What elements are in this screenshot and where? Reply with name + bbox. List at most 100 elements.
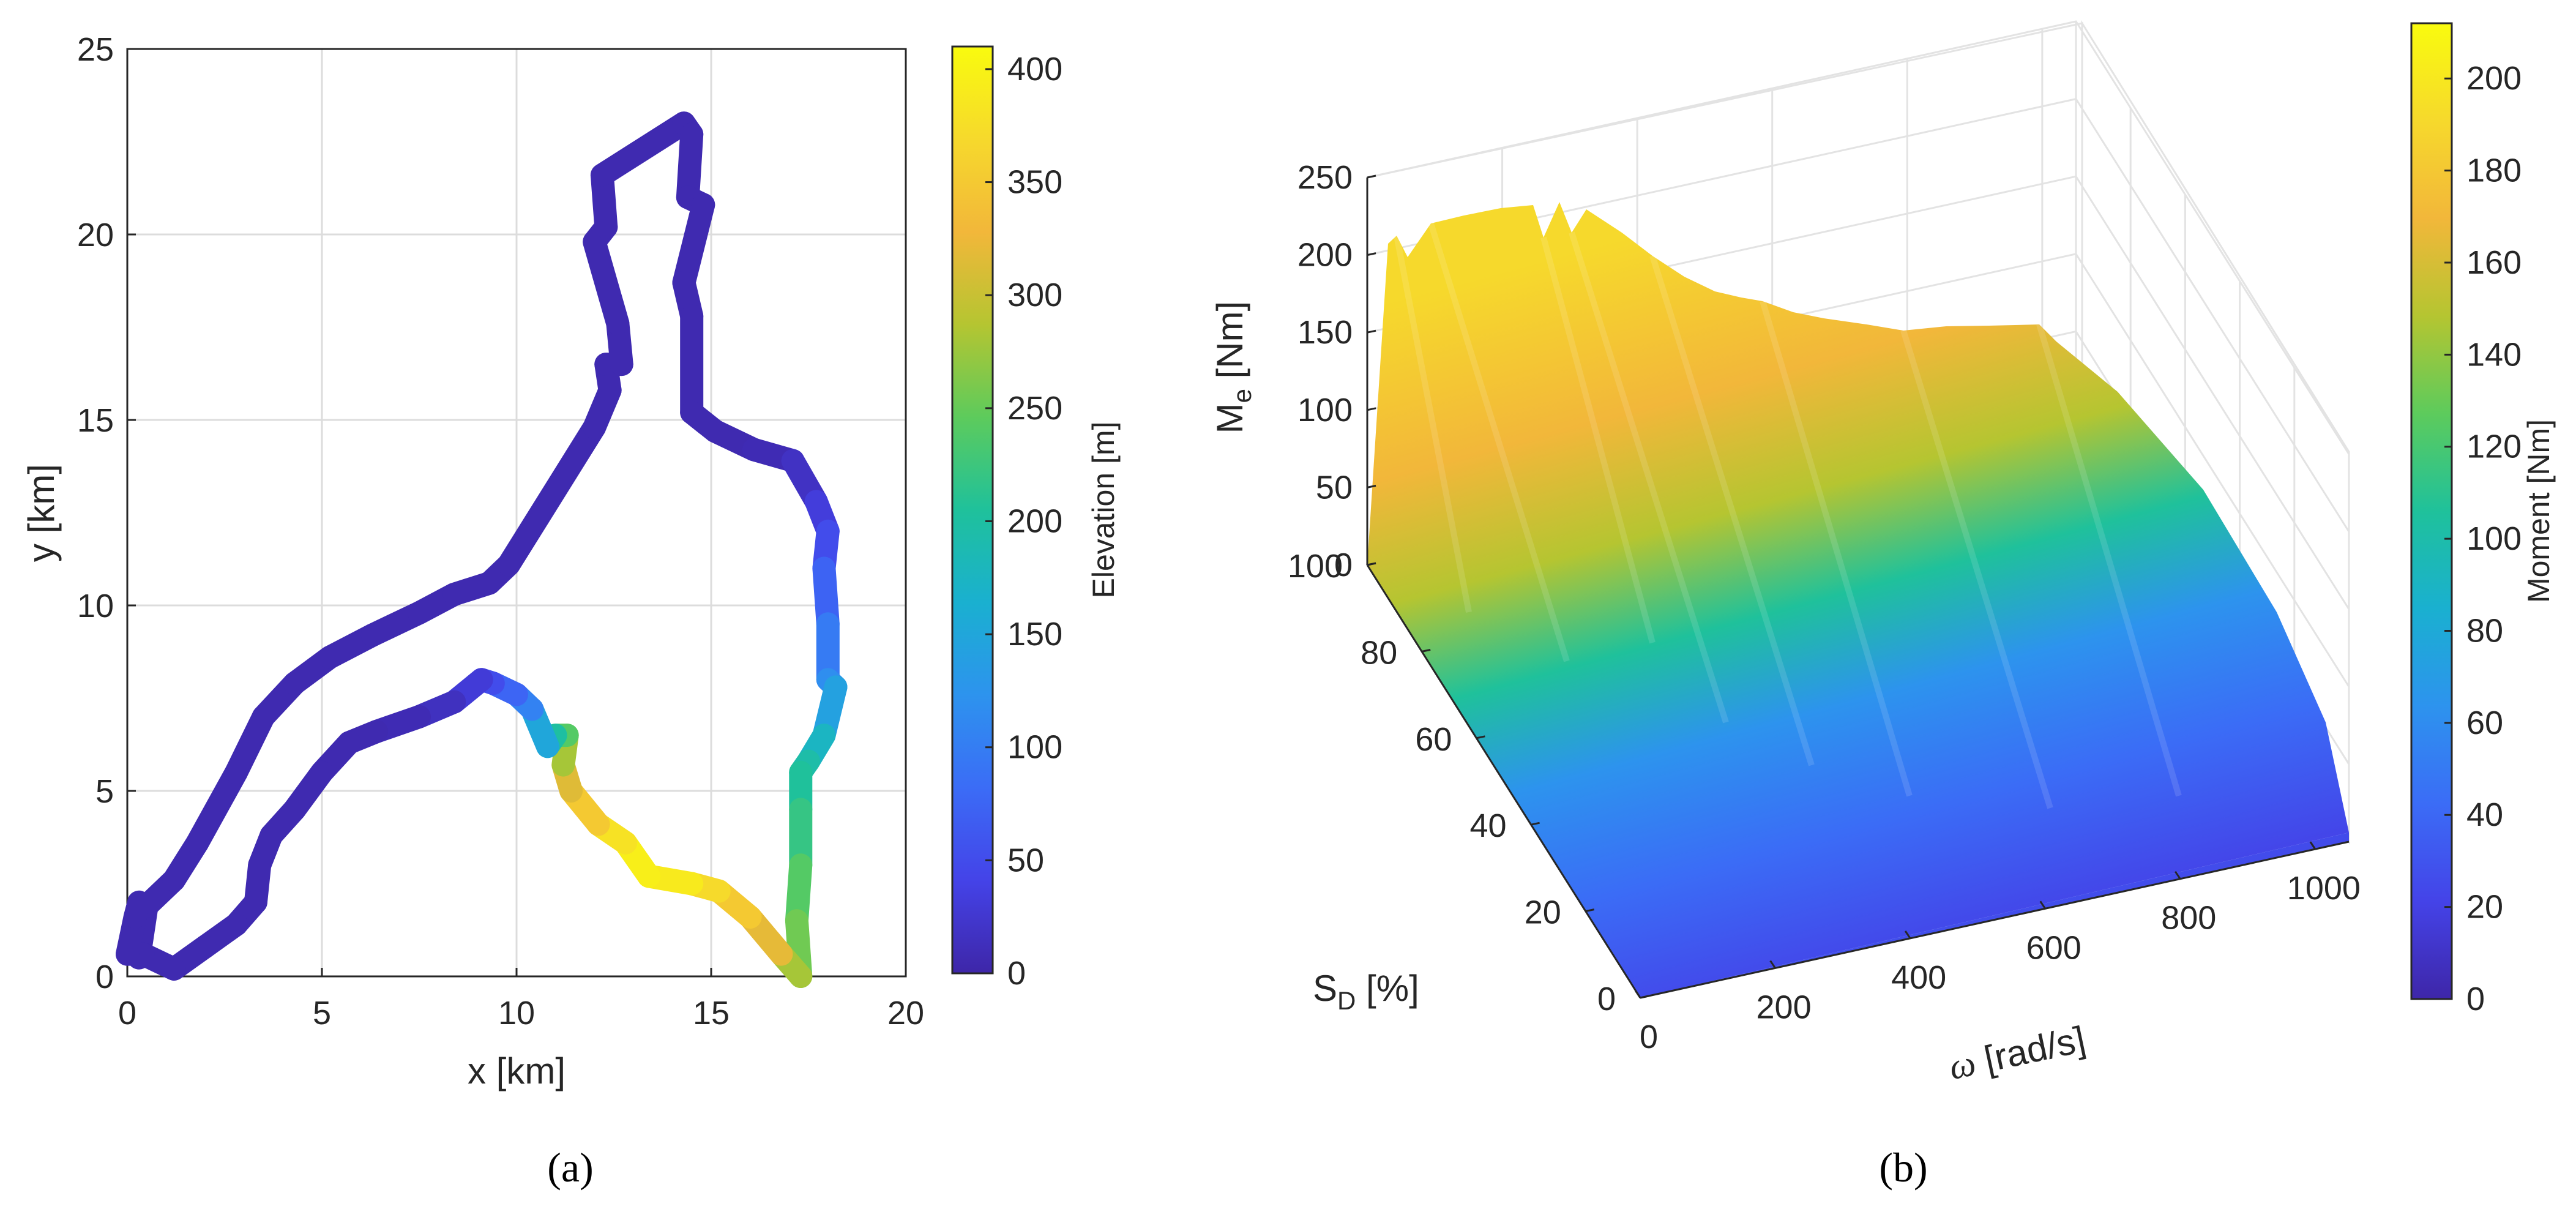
y-tick-label: 5 [95,773,114,810]
omega-axis-line [1640,840,2350,999]
omega-tick-mark [1904,930,1911,939]
omega-tick-mark [1634,990,1641,998]
route-track [116,111,848,988]
surface-top [1367,202,2349,998]
x-tick-label: 5 [313,995,331,1031]
moment-tick-mark [1367,562,1376,566]
colorbar-tick-label: 180 [2466,152,2522,189]
surface-ridges [1394,222,2182,809]
moment-surface [1367,202,2349,998]
omega-tick-label: 0 [1640,1019,1658,1055]
colorbar-tick-label: 100 [2466,520,2522,557]
colorbar-tick-label: 300 [1007,277,1062,313]
route-segment [497,416,607,577]
x-axis-label-a: x [km] [468,1050,566,1091]
moment-tick-mark [1367,407,1376,411]
colorbar-tick-label: 0 [2466,981,2485,1017]
moment-tick-label: 100 [1297,392,1353,429]
omega-unit: [rad/s] [1971,1019,2089,1082]
omega-tick-mark [2039,900,2046,910]
omega-tick-label: 600 [2026,929,2081,966]
route-segment [123,890,151,929]
ticks-a: 0 5 10 15 20 0 5 10 15 20 25 [77,31,924,1031]
sd-tick-label: 20 [1525,894,1561,931]
moment-tick-mark [1367,484,1376,488]
omega-tick-label: 800 [2161,900,2216,937]
colorbar-tick-label: 40 [2466,796,2503,833]
sd-tick-label: 80 [1361,634,1397,671]
sd-tick-mark [1640,995,1649,999]
grid-line-moment [1367,20,2350,455]
y-tick-label: 20 [77,217,114,253]
sd-unit: [%] [1356,968,1419,1009]
colorbar-tick-label: 150 [1007,616,1062,653]
y-tick-label: 0 [95,959,114,995]
colorbar-tick-label: 60 [2466,705,2503,741]
panel-b: 0200400600800100002040608010005010015020… [1209,20,2556,1191]
moment-tick-mark [1367,252,1376,256]
omega-tick-mark [1769,960,1776,969]
x-tick-label: 10 [498,995,535,1031]
omega-tick-label: 1000 [2287,870,2361,907]
me-unit: [Nm] [1209,301,1250,389]
colorbar-tick-label: 200 [2466,60,2522,97]
colorbar-tick-label: 0 [1007,955,1026,992]
y-tick-label: 25 [77,31,114,68]
colorbar-tick-label: 200 [1007,503,1062,539]
moment-tick-label: 150 [1297,314,1353,351]
sd-tick-mark [1421,648,1431,653]
sd-tick-label: 40 [1470,807,1507,844]
sd-tick-label: 0 [1597,981,1616,1017]
colorbar-b [2410,22,2453,1000]
colorbar-ticks-b: 0 20 40 60 80 100 120 140 160 180 200 [2444,60,2522,1017]
me-base: M [1209,403,1250,433]
sd-axis-label: SD [%] [1313,968,1419,1015]
sd-sub: D [1337,986,1356,1015]
moment-tick-label: 250 [1297,159,1353,196]
y-tick-label: 15 [77,402,114,439]
sd-tick-mark [1531,822,1540,826]
route-segment [185,760,248,855]
x-tick-label: 0 [118,995,136,1031]
y-axis-label-a: y [km] [21,464,62,562]
moment-tick-label: 200 [1297,237,1353,274]
sd-axis-line [1366,564,1641,998]
colorbar-tick-label: 100 [1007,729,1062,766]
colorbar-tick-label: 80 [2466,612,2503,649]
grid-line-moment [1367,97,2350,533]
me-axis-label: Me [Nm] [1209,301,1256,434]
x-tick-label: 15 [693,995,730,1031]
me-sub: e [1228,389,1256,403]
colorbar-tick-label: 20 [2466,889,2503,926]
colorbar-tick-label: 400 [1007,51,1062,88]
x-tick-label: 20 [887,995,924,1031]
ticks-b: 0200400600800100002040608010005010015020… [1288,159,2361,1055]
route-segment [590,111,696,187]
moment-tick-mark [1367,329,1376,334]
panel-label-a: (a) [547,1144,593,1191]
colorbar-tick-label: 120 [2466,429,2522,465]
route-segment [672,193,715,294]
omega-axis-label: ω [rad/s] [1945,1019,2089,1087]
colorbar-label-b: Moment [Nm] [2522,419,2556,603]
moment-tick-label: 0 [1334,547,1353,583]
sd-base: S [1313,968,1337,1009]
colorbar-tick-label: 140 [2466,336,2522,373]
y-tick-label: 10 [77,588,114,624]
moment-tick-mark [1367,174,1376,179]
omega-tick-label: 200 [1757,989,1812,1025]
route-segment [583,230,630,335]
panel-label-b: (b) [1879,1144,1927,1191]
sd-tick-mark [1585,908,1595,913]
colorbar-tick-label: 350 [1007,164,1062,201]
sd-tick-label: 60 [1415,721,1452,758]
sd-tick-mark [1476,735,1485,739]
omega-tick-mark [2175,870,2181,880]
colorbar-a [951,45,994,975]
moment-tick-label: 50 [1316,469,1353,506]
colorbar-ticks-a: 0 50 100 150 200 250 300 350 400 [985,51,1062,992]
omega-tick-mark [2309,841,2317,850]
colorbar-tick-label: 250 [1007,390,1062,427]
